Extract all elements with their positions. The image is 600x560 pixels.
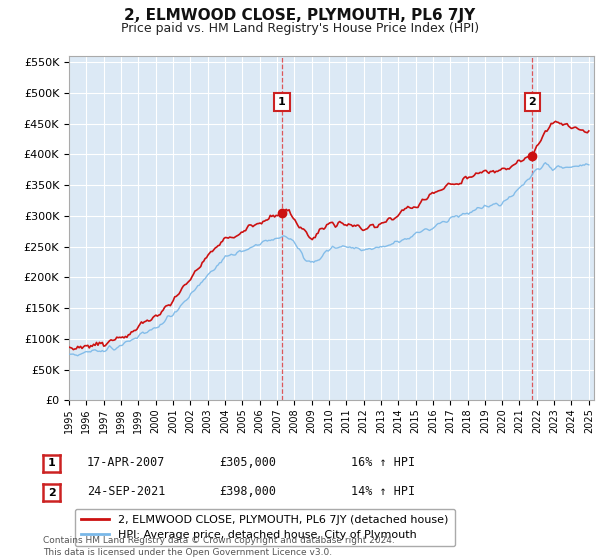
Text: 16% ↑ HPI: 16% ↑ HPI bbox=[351, 455, 415, 469]
Text: Price paid vs. HM Land Registry's House Price Index (HPI): Price paid vs. HM Land Registry's House … bbox=[121, 22, 479, 35]
Text: 2: 2 bbox=[48, 488, 55, 498]
Text: 1: 1 bbox=[278, 97, 286, 107]
Text: 17-APR-2007: 17-APR-2007 bbox=[87, 455, 166, 469]
Text: 2, ELMWOOD CLOSE, PLYMOUTH, PL6 7JY: 2, ELMWOOD CLOSE, PLYMOUTH, PL6 7JY bbox=[124, 8, 476, 24]
Text: 24-SEP-2021: 24-SEP-2021 bbox=[87, 485, 166, 498]
Text: 14% ↑ HPI: 14% ↑ HPI bbox=[351, 485, 415, 498]
Text: 2: 2 bbox=[529, 97, 536, 107]
Legend: 2, ELMWOOD CLOSE, PLYMOUTH, PL6 7JY (detached house), HPI: Average price, detach: 2, ELMWOOD CLOSE, PLYMOUTH, PL6 7JY (det… bbox=[74, 508, 455, 547]
Text: Contains HM Land Registry data © Crown copyright and database right 2024.
This d: Contains HM Land Registry data © Crown c… bbox=[43, 536, 395, 557]
Text: 1: 1 bbox=[48, 458, 55, 468]
Text: £398,000: £398,000 bbox=[219, 485, 276, 498]
Text: £305,000: £305,000 bbox=[219, 455, 276, 469]
